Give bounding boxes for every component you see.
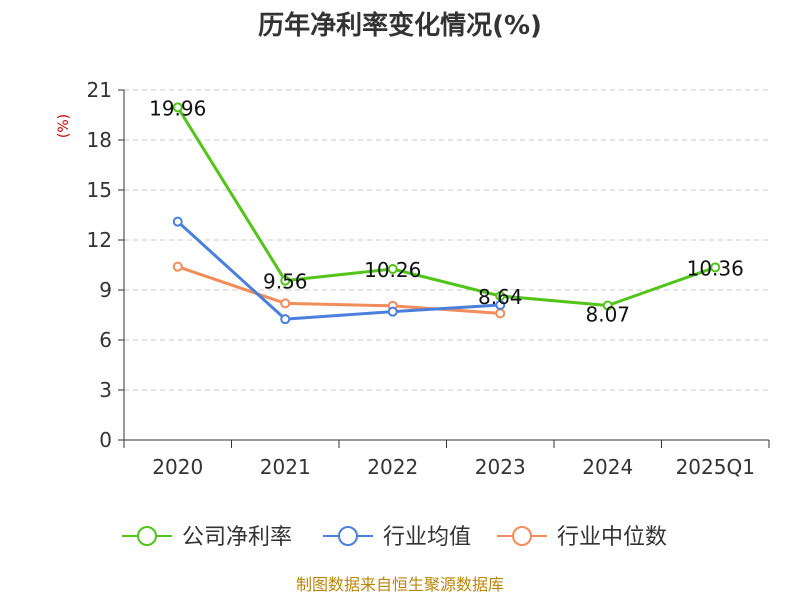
data-label: 19.96 [149,96,206,120]
source-note: 制图数据来自恒生聚源数据库 [296,575,504,594]
data-point[interactable] [495,291,506,301]
axes: 0 3 6 9 12 15 18 21 2020 2021 2022 2023 2024 2025Q1 [87,78,770,479]
x-tick-label: 2023 [475,455,526,479]
y-axis-label: (%) [56,114,72,138]
x-tick-label: 2024 [582,455,633,479]
y-tick-label: 21 [87,78,112,102]
legend-marker-0[interactable] [137,526,157,546]
y-tick-label: 6 [99,328,112,352]
data-label: 10.26 [364,258,421,282]
data-label: 8.64 [478,285,523,309]
x-tick-label: 2021 [260,455,311,479]
data-point[interactable] [602,300,613,311]
data-point[interactable] [172,216,183,227]
data-label: 9.56 [263,270,308,294]
y-tick-label: 0 [99,428,112,452]
grid [124,89,769,391]
legend[interactable]: 公司净利率 行业均值 行业中位数 [122,525,667,550]
data-point[interactable] [172,261,183,272]
y-tick-label: 3 [99,378,112,402]
series-line-0 [176,106,716,307]
data-point[interactable] [710,262,721,273]
data-point[interactable] [280,314,291,325]
data-label: 10.36 [687,256,744,280]
data-label: 8.07 [585,303,630,327]
data-point[interactable] [495,308,506,319]
legend-marker-1[interactable] [338,526,358,546]
legend-label-0[interactable]: 公司净利率 [182,525,292,550]
y-tick-label: 12 [87,228,112,252]
y-tick-label: 18 [87,128,112,152]
legend-label-1[interactable]: 行业均值 [383,525,471,550]
x-tick-label: 2020 [152,455,203,479]
data-point[interactable] [172,102,183,113]
data-point[interactable] [280,298,291,309]
data-point[interactable] [280,275,291,286]
legend-marker-2[interactable] [512,526,532,546]
legend-label-2[interactable]: 行业中位数 [557,525,667,550]
x-tick-label: 2022 [367,455,418,479]
series [172,102,721,325]
data-labels: 19.96 9.56 10.26 8.64 8.07 10.36 [149,96,744,326]
series-line-1 [176,220,501,321]
y-tick-label: 15 [87,178,112,202]
x-tick-label: 2025Q1 [676,455,755,479]
data-point[interactable] [387,306,398,317]
data-point[interactable] [387,264,398,274]
y-tick-label: 9 [99,278,112,302]
chart-title: 历年净利率变化情况(%) [258,10,542,41]
